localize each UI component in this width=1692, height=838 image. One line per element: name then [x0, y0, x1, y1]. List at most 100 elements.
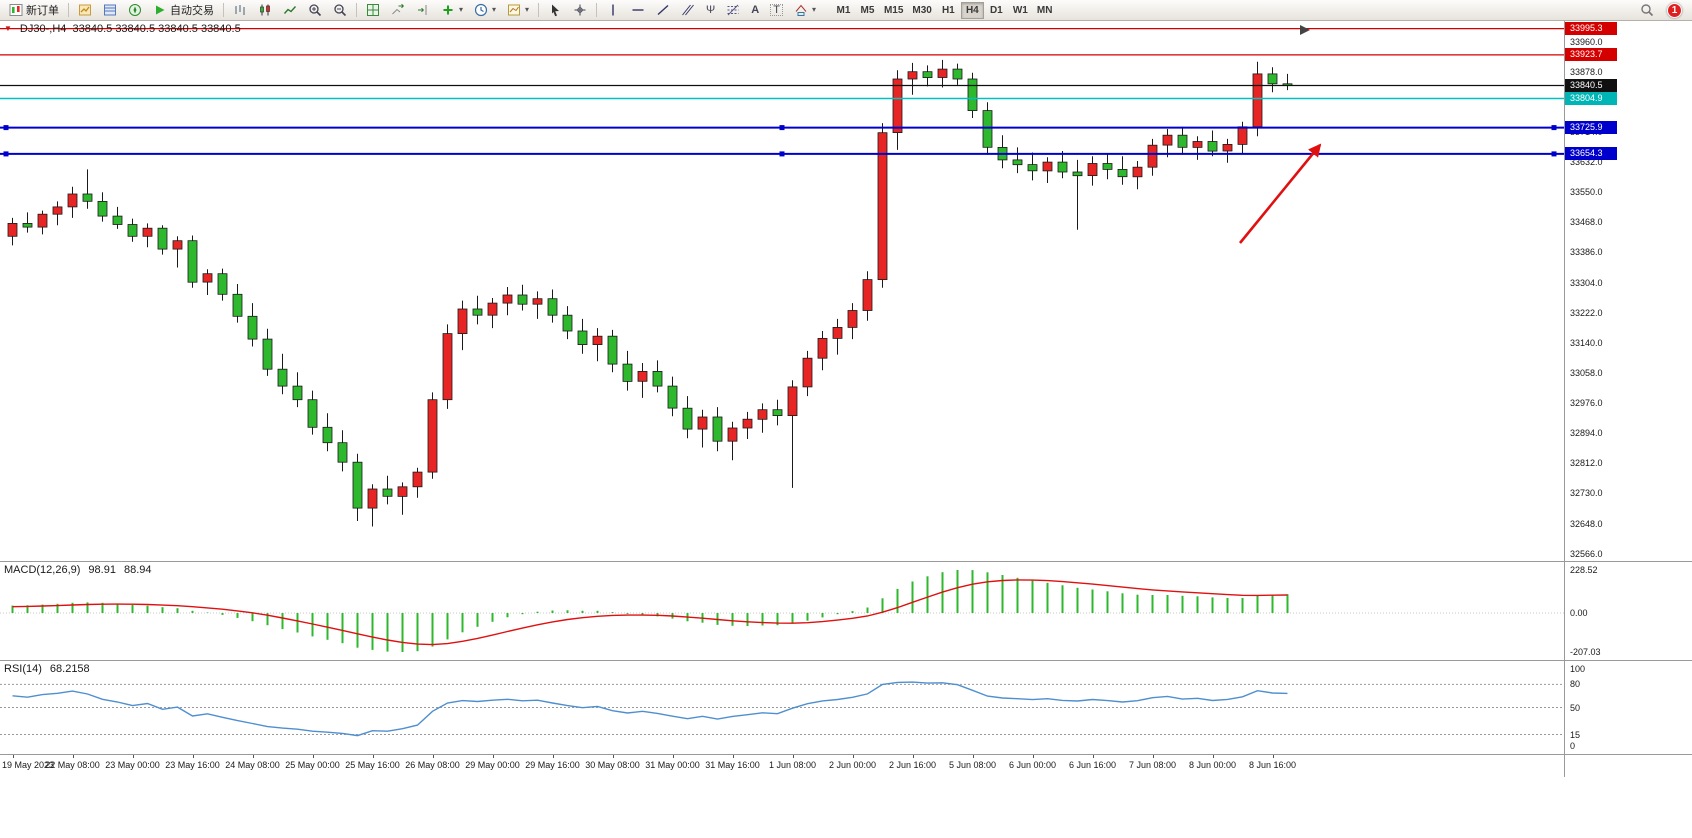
- search-button[interactable]: [1635, 1, 1659, 19]
- indicators-plus-icon: [443, 5, 453, 15]
- chart-shift-button[interactable]: [411, 1, 435, 19]
- timeframe-h1-button[interactable]: H1: [937, 2, 960, 19]
- support-line-2-handle[interactable]: [779, 151, 785, 157]
- timeframe-m30-button[interactable]: M30: [908, 2, 935, 19]
- horizontal-line-icon: [632, 9, 644, 11]
- data-window-button[interactable]: [98, 1, 122, 19]
- new-order-button[interactable]: 新订单: [4, 1, 64, 19]
- price-tick-label: 33878.0: [1570, 66, 1603, 77]
- arrow-annotation[interactable]: [1238, 143, 1322, 244]
- autotrading-button[interactable]: 自动交易: [148, 1, 219, 19]
- time-tick-label: 26 May 08:00: [405, 760, 460, 770]
- rsi-label: RSI(14) 68.2158: [4, 663, 90, 675]
- time-tick: [612, 755, 614, 758]
- cyan-line-price-box: 33804.9: [1565, 92, 1617, 105]
- text-button[interactable]: A: [746, 1, 764, 19]
- zoom-out-icon: [334, 4, 347, 17]
- timeframe-m1-button[interactable]: M1: [832, 2, 855, 19]
- main-chart-panel[interactable]: ▼ DJ30-,H4 33840.5 33840.5 33840.5 33840…: [0, 21, 1564, 561]
- timeframe-h4-button[interactable]: H4: [960, 1, 984, 19]
- time-tick-label: 23 May 16:00: [165, 760, 220, 770]
- indicators-button[interactable]: ▾: [436, 1, 468, 19]
- macd-signal-value: 88.94: [123, 564, 152, 576]
- candles-layer: [7, 59, 1293, 527]
- time-tick-label: 19 May 2023: [2, 760, 55, 770]
- plot-column: ▼ DJ30-,H4 33840.5 33840.5 33840.5 33840…: [0, 21, 1564, 777]
- support-line-1-handle[interactable]: [3, 125, 9, 131]
- auto-scroll-button[interactable]: [386, 1, 410, 19]
- price-tick-label: 33960.0: [1570, 36, 1603, 47]
- macd-axis-label: 0.00: [1570, 608, 1588, 618]
- panel-splitter[interactable]: [0, 561, 1692, 562]
- line-chart-button[interactable]: [278, 1, 302, 19]
- cursor-button[interactable]: [543, 1, 567, 19]
- time-tick: [72, 755, 74, 758]
- timeframe-w1-button[interactable]: W1: [1009, 2, 1032, 19]
- price-tick-label: 32730.0: [1570, 488, 1603, 499]
- support-line-1-price-box: 33725.9: [1565, 121, 1617, 135]
- crosshair-button[interactable]: [568, 1, 592, 19]
- macd-panel[interactable]: MACD(12,26,9) 98.91 88.94: [0, 562, 1564, 660]
- time-tick: [252, 755, 254, 758]
- pitchfork-button[interactable]: Ψ: [701, 1, 720, 19]
- price-tick-label: 33140.0: [1570, 337, 1603, 348]
- time-tick: [1152, 755, 1154, 758]
- vertical-line-button[interactable]: [601, 1, 625, 19]
- macd-axis-label: -207.03: [1570, 647, 1601, 657]
- time-tick-label: 6 Jun 00:00: [1008, 760, 1057, 770]
- price-tick-label: 32812.0: [1570, 458, 1603, 469]
- navigator-button[interactable]: [123, 1, 147, 19]
- fibonacci-button[interactable]: [721, 1, 745, 19]
- bars-chart-icon: [235, 5, 245, 15]
- templates-button[interactable]: ▾: [502, 1, 534, 19]
- time-tick: [492, 755, 494, 758]
- macd-name: MACD(12,26,9): [4, 564, 81, 576]
- periods-button[interactable]: ▾: [469, 1, 501, 19]
- time-axis[interactable]: 19 May 2023 22 May 08:00 23 May 00:00 23 Ma…: [0, 755, 1564, 777]
- zoom-out-button[interactable]: [328, 1, 352, 19]
- chart-shift-icon: [418, 5, 427, 15]
- candlestick-chart: [0, 25, 1564, 527]
- rsi-panel[interactable]: RSI(14) 68.2158: [0, 661, 1564, 754]
- time-tick: [12, 755, 14, 758]
- resistance-line-1-price-box: 33995.3: [1565, 22, 1617, 36]
- time-tick-label: 25 May 16:00: [345, 760, 400, 770]
- support-line-2-handle[interactable]: [3, 151, 9, 157]
- notification-badge[interactable]: 1: [1667, 2, 1682, 18]
- bars-chart-button[interactable]: [228, 1, 252, 19]
- tile-windows-button[interactable]: [361, 1, 385, 19]
- rsi-line: [12, 681, 1288, 737]
- panel-splitter[interactable]: [0, 754, 1692, 755]
- panel-splitter[interactable]: [0, 660, 1692, 661]
- trendline-button[interactable]: [651, 1, 675, 19]
- timeframe-m15-button[interactable]: M15: [880, 2, 907, 19]
- channel-button[interactable]: [676, 1, 700, 19]
- price-tick-label: 33550.0: [1570, 187, 1603, 198]
- timeframe-mn-button[interactable]: MN: [1033, 2, 1057, 19]
- trendline-icon: [657, 4, 669, 16]
- search-icon: [1641, 4, 1654, 17]
- line-chart-icon: [283, 6, 297, 14]
- market-watch-button[interactable]: [73, 1, 97, 19]
- candlestick-chart-button[interactable]: [253, 1, 277, 19]
- label-button[interactable]: T: [765, 1, 788, 19]
- timeframe-m5-button[interactable]: M5: [856, 2, 879, 19]
- support-line-1-handle[interactable]: [1551, 125, 1557, 131]
- tile-windows-icon: [367, 4, 379, 16]
- timeframe-d1-button[interactable]: D1: [985, 2, 1008, 19]
- support-line-1-handle[interactable]: [779, 125, 785, 131]
- bid-price-line-price-box: 33840.5: [1565, 79, 1617, 92]
- time-tick-label: 6 Jun 16:00: [1068, 760, 1117, 770]
- time-tick: [1272, 755, 1274, 758]
- price-tick-label: 32648.0: [1570, 518, 1603, 529]
- price-axis[interactable]: 33960.033878.033796.033714.033632.033550…: [1564, 21, 1692, 777]
- time-tick: [1092, 755, 1094, 758]
- arrows-button[interactable]: ▾: [789, 1, 821, 19]
- zoom-in-button[interactable]: [303, 1, 327, 19]
- channel-icon: [682, 4, 694, 16]
- toolbar-separator: [538, 3, 540, 17]
- support-line-2-handle[interactable]: [1551, 151, 1557, 157]
- rsi-axis-label: 50: [1570, 702, 1581, 713]
- price-tick-label: 33304.0: [1570, 277, 1603, 288]
- horizontal-line-button[interactable]: [626, 1, 650, 19]
